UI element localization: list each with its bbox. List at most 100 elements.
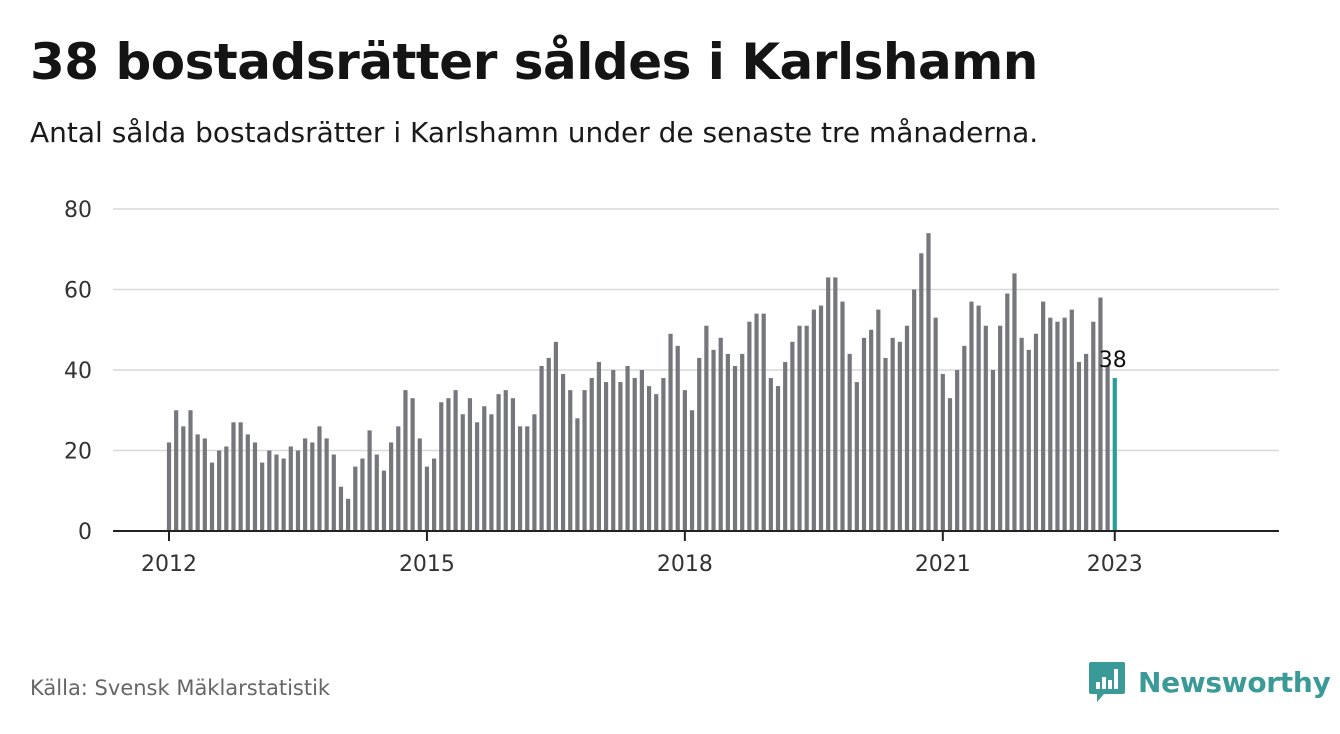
bar	[166, 442, 172, 531]
last-value-label: 38	[1099, 348, 1127, 373]
bar	[840, 301, 845, 531]
bar	[245, 434, 250, 531]
bar	[768, 378, 773, 531]
bar	[603, 382, 609, 531]
annotations: 38	[1099, 348, 1127, 373]
bar	[661, 378, 666, 531]
bar	[797, 325, 802, 531]
bar	[618, 382, 623, 531]
bar	[668, 333, 673, 531]
bar	[919, 253, 924, 531]
bar	[174, 410, 179, 531]
bar	[976, 305, 981, 531]
x-tick-label: 2023	[1087, 552, 1143, 577]
y-tick-label: 60	[64, 279, 92, 304]
bar	[833, 277, 838, 531]
bar	[747, 321, 752, 531]
bar	[195, 434, 200, 531]
bar	[1005, 293, 1010, 531]
chart-subtitle: Antal sålda bostadsrätter i Karlshamn un…	[30, 116, 1039, 149]
bar	[1076, 361, 1082, 531]
bar	[1062, 317, 1067, 531]
bar	[217, 450, 222, 531]
bar	[260, 462, 265, 531]
bar	[539, 365, 544, 531]
bar	[510, 398, 516, 531]
y-tick-label: 80	[64, 198, 92, 223]
bar	[482, 406, 487, 531]
bar	[933, 317, 938, 531]
bar	[1055, 321, 1060, 531]
bar	[439, 402, 444, 531]
bar	[560, 374, 566, 531]
bar	[718, 337, 723, 531]
bar	[424, 466, 430, 531]
bar	[553, 341, 559, 531]
bar	[596, 361, 601, 531]
bar	[303, 438, 308, 531]
bar	[611, 370, 616, 531]
bar	[582, 390, 587, 531]
bar	[589, 378, 594, 531]
bar	[704, 325, 709, 531]
chart-title: 38 bostadsrätter såldes i Karlshamn	[30, 33, 1038, 91]
bar	[861, 337, 867, 531]
bar	[962, 345, 967, 531]
bar	[675, 345, 680, 531]
bar	[740, 353, 745, 531]
bar	[876, 309, 881, 531]
bar	[811, 309, 816, 531]
newsworthy-logo-icon	[1089, 662, 1125, 702]
x-axis-ticks: 2012 2015 2018 2021 2023	[141, 531, 1143, 577]
bar	[446, 398, 451, 531]
bar	[983, 325, 988, 531]
x-tick-label: 2021	[915, 552, 971, 577]
bar	[346, 498, 351, 531]
source-note: Källa: Svensk Mäklarstatistik	[30, 676, 331, 700]
bar	[288, 446, 293, 531]
bar	[818, 305, 824, 531]
bar	[1033, 333, 1039, 531]
bar	[575, 418, 580, 531]
bar	[410, 398, 415, 531]
bar	[489, 414, 494, 531]
bar	[998, 325, 1003, 531]
bar	[532, 414, 537, 531]
bar	[1019, 337, 1024, 531]
bar	[202, 438, 207, 531]
bar	[1012, 273, 1017, 531]
bar	[654, 394, 659, 531]
x-tick-label: 2018	[657, 552, 713, 577]
bar	[761, 313, 766, 531]
bar	[310, 442, 315, 531]
bar	[783, 361, 788, 531]
bar	[274, 454, 279, 531]
bar	[869, 329, 874, 531]
bar	[955, 370, 960, 531]
bar	[639, 370, 644, 531]
bar	[324, 438, 329, 531]
bar	[474, 422, 480, 531]
newsworthy-brand[interactable]: Newsworthy	[1088, 660, 1331, 704]
bar	[525, 426, 530, 531]
bar	[252, 442, 258, 531]
x-tick-label: 2012	[141, 552, 197, 577]
bar	[854, 382, 859, 531]
bar	[732, 365, 738, 531]
bar	[682, 390, 687, 531]
bar	[940, 374, 945, 531]
bar	[238, 422, 243, 531]
bar	[367, 430, 372, 531]
bar-highlight	[1112, 378, 1117, 531]
bar	[904, 325, 910, 531]
bar	[1026, 349, 1031, 531]
brand-name: Newsworthy	[1138, 665, 1331, 699]
bar-chart: 0 20 40 60 80 2012 2015 2018 2021 2023 38	[64, 198, 1279, 577]
bar	[697, 357, 702, 531]
bar	[790, 341, 795, 531]
bar	[353, 466, 358, 531]
bar	[1105, 365, 1110, 531]
bar	[188, 410, 193, 531]
bar	[231, 422, 236, 531]
gridlines	[113, 208, 1279, 452]
